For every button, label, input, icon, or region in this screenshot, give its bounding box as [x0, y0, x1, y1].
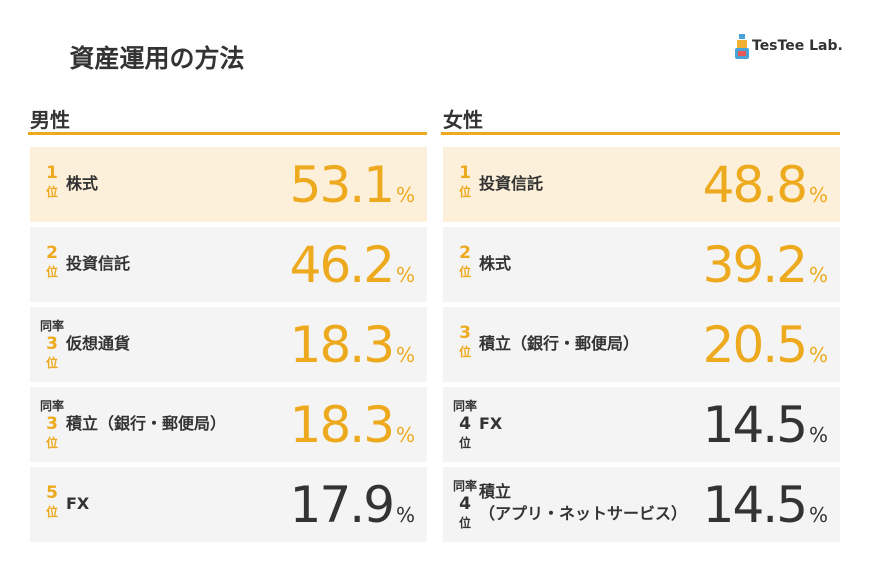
item-name-line: 仮想通貨 [66, 334, 131, 353]
item-name-line: 投資信託 [66, 254, 131, 273]
ranking-row: 同率 4 位 FX 14.5% [443, 387, 840, 462]
item-name-line: 株式 [479, 254, 512, 273]
ranking-row: 2 位投資信託 46.2% [30, 227, 427, 302]
item-name: FX [479, 413, 502, 435]
ranking-row: 5 位 FX 17.9% [30, 467, 427, 542]
rank-suffix: 位 [458, 185, 471, 199]
rank: 同率 3 位 [40, 397, 64, 451]
rank: 同率 3 位 [40, 317, 64, 371]
item-name: 株式 [66, 173, 98, 195]
ranking-row: 2 位株式 39.2% [443, 227, 840, 302]
rank-number: 2 [459, 243, 471, 263]
value: 18.3 [289, 316, 395, 374]
unit: % [808, 423, 828, 447]
item-name-line: 積立（銀行・郵便局） [66, 414, 227, 433]
rank-number: 4 [459, 494, 471, 514]
unit: % [395, 343, 415, 367]
item-name: 投資信託 [479, 173, 543, 195]
unit: % [808, 343, 828, 367]
item-name-line: （アプリ・ネットサービス） [479, 504, 688, 523]
rank-suffix: 位 [458, 345, 471, 359]
ranking-row: 同率 3 位積立（銀行・郵便局） 18.3% [30, 387, 427, 462]
rank-suffix: 位 [45, 436, 58, 450]
tie-label: 同率 [452, 479, 477, 493]
item-name-line: 投資信託 [479, 174, 544, 193]
rank-number: 4 [459, 414, 471, 434]
value: 48.8 [702, 156, 808, 214]
item-name-line: 積立 [479, 482, 512, 501]
rank-number: 3 [46, 334, 58, 354]
unit: % [808, 263, 828, 287]
tie-label: 同率 [39, 399, 64, 413]
rank-suffix: 位 [45, 265, 58, 279]
item-name-line: FX [66, 494, 90, 513]
value: 14.5 [702, 396, 808, 454]
section-rule [28, 132, 427, 135]
rank-suffix: 位 [45, 185, 58, 199]
ranking-row: 同率 4 位 積立 （アプリ・ネットサービス） 14.5% [443, 467, 840, 542]
rank-number: 3 [46, 414, 58, 434]
unit: % [395, 183, 415, 207]
item-name: 仮想通貨 [66, 333, 130, 355]
unit: % [395, 263, 415, 287]
value: 17.9 [289, 476, 395, 534]
item-name: 積立（銀行・郵便局） [479, 333, 639, 355]
rank-number: 2 [46, 243, 58, 263]
unit: % [395, 503, 415, 527]
rank-suffix: 位 [458, 436, 471, 450]
ranking-row: 同率 3 位仮想通貨 18.3% [30, 307, 427, 382]
unit: % [808, 183, 828, 207]
section-heading: 男性 [30, 108, 70, 132]
rank-number: 5 [46, 483, 58, 503]
item-name: 投資信託 [66, 253, 130, 275]
logo-icon [735, 34, 749, 59]
rank-suffix: 位 [45, 356, 58, 370]
unit: % [808, 503, 828, 527]
ranking-row: 1 位株式 53.1% [30, 147, 427, 222]
value: 46.2 [289, 236, 395, 294]
value: 18.3 [289, 396, 395, 454]
section-rule [441, 132, 840, 135]
item-name-line: FX [479, 414, 503, 433]
item-name-line: 株式 [66, 174, 99, 193]
tie-label: 同率 [452, 399, 477, 413]
item-name: 積立（銀行・郵便局） [66, 413, 226, 435]
brand: TesTee Lab. [752, 38, 843, 54]
rank-number: 1 [46, 163, 58, 183]
unit: % [395, 423, 415, 447]
value: 39.2 [702, 236, 808, 294]
item-name: 積立 （アプリ・ネットサービス） [479, 481, 687, 525]
ranking-row: 3 位積立（銀行・郵便局） 20.5% [443, 307, 840, 382]
value: 53.1 [289, 156, 395, 214]
rank: 同率 4 位 [453, 397, 477, 451]
item-name: FX [66, 493, 89, 515]
value: 14.5 [702, 476, 808, 534]
rank-number: 1 [459, 163, 471, 183]
section-heading: 女性 [443, 108, 483, 132]
rank-suffix: 位 [45, 505, 58, 519]
item-name: 株式 [479, 253, 511, 275]
rank-suffix: 位 [458, 516, 471, 530]
value: 20.5 [702, 316, 808, 374]
rank-suffix: 位 [458, 265, 471, 279]
rank-number: 3 [459, 323, 471, 343]
rank: 同率 4 位 [453, 477, 477, 531]
ranking-row: 1 位投資信託 48.8% [443, 147, 840, 222]
tie-label: 同率 [39, 319, 64, 333]
title: 資産運用の方法 [69, 44, 245, 73]
item-name-line: 積立（銀行・郵便局） [479, 334, 640, 353]
